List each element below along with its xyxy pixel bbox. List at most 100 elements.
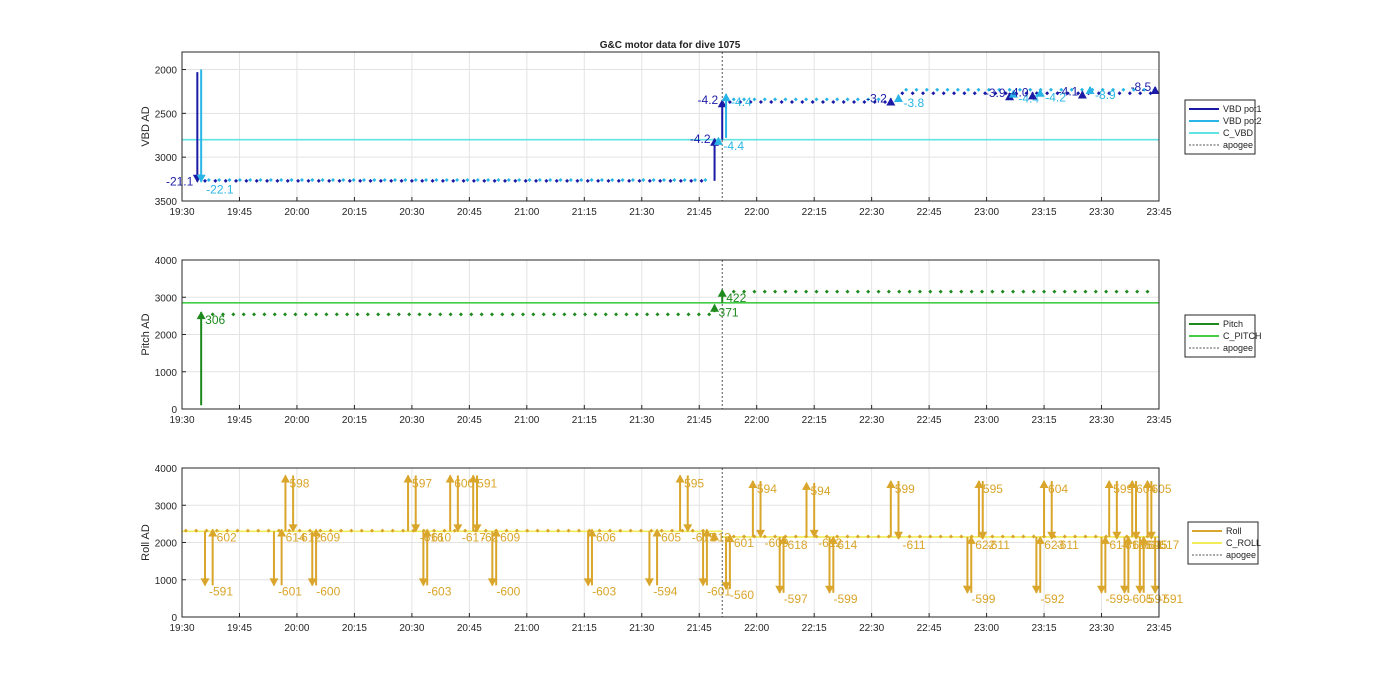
sample-point: [752, 97, 757, 102]
x-tick-label: 19:30: [169, 207, 194, 218]
sample-point: [1073, 534, 1078, 539]
sample-point: [475, 177, 480, 182]
sample-point: [440, 178, 445, 183]
sample-point: [614, 312, 619, 317]
motor-move-arrow: [717, 99, 727, 108]
sample-point: [637, 178, 642, 183]
sample-point: [966, 87, 971, 92]
sample-point: [544, 178, 549, 183]
sample-point: [458, 312, 463, 317]
motor-move-arrow: [487, 578, 497, 587]
sample-point: [306, 178, 311, 183]
move-label: 595: [684, 476, 704, 490]
motor-move-arrow: [1035, 88, 1045, 97]
sample-point: [510, 312, 515, 317]
sample-point: [583, 312, 588, 317]
y-tick-label: 3000: [155, 501, 178, 512]
sample-point: [789, 99, 794, 104]
move-label: -603: [592, 584, 616, 598]
sample-point: [824, 97, 829, 102]
move-label: -560: [730, 588, 754, 602]
sample-point: [1100, 87, 1105, 92]
sample-point: [1045, 91, 1050, 96]
x-tick-label: 20:30: [399, 207, 424, 218]
move-label: -611: [1056, 538, 1079, 552]
motor-move-arrow: [962, 585, 972, 594]
sample-point: [886, 289, 891, 294]
sample-point: [413, 177, 418, 182]
sample-point: [513, 178, 518, 183]
motor-move-arrow: [721, 93, 731, 102]
move-label: -599: [1106, 592, 1130, 606]
x-tick-label: 21:15: [572, 207, 597, 218]
move-label: 601: [734, 536, 754, 550]
move-label: -4.2: [1045, 91, 1066, 105]
sample-point: [641, 177, 646, 182]
motor-move-arrow: [196, 174, 206, 183]
sample-point: [690, 528, 695, 533]
sample-point: [866, 97, 871, 102]
sample-point: [1028, 87, 1033, 92]
sample-point: [628, 528, 633, 533]
sample-point: [742, 534, 747, 539]
sample-point: [217, 177, 222, 182]
sample-point: [347, 178, 352, 183]
sample-point: [442, 528, 447, 533]
sample-point: [556, 528, 561, 533]
sample-point: [1003, 91, 1008, 96]
sample-point: [1142, 87, 1147, 92]
sample-point: [424, 177, 429, 182]
motor-move-arrow: [307, 578, 317, 587]
sample-point: [234, 178, 239, 183]
sample-point: [1000, 534, 1005, 539]
x-tick-label: 19:45: [227, 623, 252, 634]
sample-point: [670, 528, 675, 533]
move-label: -599: [971, 592, 995, 606]
legend-entry: Pitch: [1223, 319, 1243, 329]
sample-point: [824, 534, 829, 539]
sample-point: [520, 312, 525, 317]
sample-point: [938, 289, 943, 294]
sample-point: [482, 178, 487, 183]
sample-point: [661, 177, 666, 182]
motor-move-arrow: [1127, 480, 1137, 489]
x-tick-label: 20:45: [457, 207, 482, 218]
legend-entry: apogee: [1223, 140, 1253, 150]
y-axis-label: Pitch AD: [140, 313, 152, 355]
sample-point: [634, 312, 639, 317]
x-tick-label: 23:30: [1089, 207, 1114, 218]
motor-move-arrow: [966, 535, 976, 544]
move-label: 618: [788, 538, 808, 552]
y-tick-label: 0: [171, 405, 177, 416]
sample-point: [248, 177, 253, 182]
sample-point: [618, 528, 623, 533]
sample-point: [296, 178, 301, 183]
sample-point: [983, 91, 988, 96]
sample-point: [596, 178, 601, 183]
sample-point: [361, 177, 366, 182]
motor-move-arrow: [1035, 535, 1045, 544]
motor-move-arrow: [196, 311, 206, 320]
sample-point: [206, 177, 211, 182]
motor-move-arrow: [1123, 535, 1133, 544]
sample-point: [432, 528, 437, 533]
sample-point: [945, 87, 950, 92]
sample-point: [651, 177, 656, 182]
sample-point: [1062, 534, 1067, 539]
sample-point: [407, 312, 412, 317]
sample-point: [565, 178, 570, 183]
sample-point: [523, 178, 528, 183]
sample-point: [537, 177, 542, 182]
sample-point: [254, 178, 259, 183]
move-label: 597: [412, 476, 432, 490]
sample-point: [773, 97, 778, 102]
move-label: -617: [462, 530, 486, 544]
sample-point: [1031, 534, 1036, 539]
sample-point: [699, 178, 704, 183]
motor-move-arrow: [288, 524, 298, 533]
sample-point: [597, 528, 602, 533]
sample-point: [500, 312, 505, 317]
sample-point: [1021, 534, 1026, 539]
panel-vbd: -21.1-22.1-4.2-4.4-4.2 -4.4 -3.2 -3.8-3.9 -4…: [140, 51, 1262, 218]
